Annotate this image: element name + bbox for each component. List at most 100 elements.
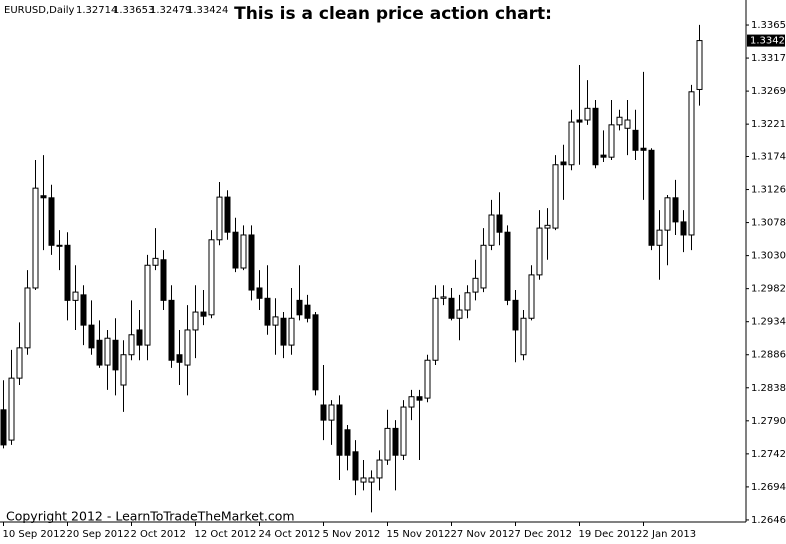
candle-body-down — [64, 244, 71, 301]
candle-body-down — [392, 427, 399, 456]
candle-body-up — [656, 229, 663, 246]
candle-body-up — [328, 404, 335, 421]
y-tick-label: 1.32690 — [751, 86, 786, 97]
candle-body-down — [592, 107, 599, 166]
candle-body-up — [520, 317, 527, 356]
candle-body-down — [160, 259, 167, 301]
candle-body-up — [696, 40, 703, 90]
candle-body-up — [384, 427, 391, 461]
header-close: 1.33424 — [187, 5, 228, 16]
candle-body-up — [24, 287, 31, 349]
candle-body-up — [424, 359, 431, 399]
candle-body-up — [624, 119, 631, 129]
candle-body-up — [688, 91, 695, 236]
y-tick-label: 1.28380 — [751, 383, 786, 394]
x-tick-label: 7 Dec 2012 — [515, 529, 573, 540]
candle-body-up — [408, 396, 415, 408]
candle-body-up — [104, 337, 111, 366]
y-tick-label: 1.33170 — [751, 53, 786, 64]
candle-body-down — [56, 244, 63, 247]
candle-body-down — [304, 304, 311, 319]
candle-body-down — [648, 149, 655, 246]
candle-body-up — [616, 116, 623, 126]
candle-body-up — [552, 164, 559, 229]
y-tick-label: 1.26460 — [751, 515, 786, 526]
candle-body-up — [464, 292, 471, 311]
candle-body-down — [48, 197, 55, 246]
y-tick-label: 1.31740 — [751, 151, 786, 162]
x-tick-label: 27 Nov 2012 — [451, 529, 515, 540]
candle-body-up — [288, 317, 295, 346]
candle-body-down — [264, 297, 271, 326]
candle-body-down — [312, 314, 319, 391]
candle-body-down — [176, 354, 183, 363]
current-price-box — [747, 34, 785, 47]
candle-body-up — [240, 234, 247, 269]
candle-body-up — [544, 224, 551, 229]
candle-body-down — [672, 197, 679, 223]
candle-body-down — [0, 409, 7, 446]
header-open: 1.32714 — [76, 5, 117, 16]
candle-body-down — [640, 147, 647, 151]
candle-body-down — [600, 154, 607, 158]
candle-body-up — [8, 377, 15, 441]
y-tick-label: 1.30300 — [751, 251, 786, 262]
x-tick-label: 19 Dec 2012 — [579, 529, 643, 540]
candle-body-up — [184, 329, 191, 366]
candle-body-down — [576, 119, 583, 123]
header-low: 1.32479 — [150, 5, 191, 16]
candle-body-up — [536, 227, 543, 276]
candle-body-down — [320, 404, 327, 421]
candle-body-down — [40, 195, 47, 199]
candle-body-up — [16, 347, 23, 379]
candle-body-up — [272, 316, 279, 326]
candle-body-up — [128, 334, 135, 356]
candle-body-up — [608, 124, 615, 158]
x-tick-label: 2 Oct 2012 — [131, 529, 186, 540]
candle-body-down — [96, 339, 103, 366]
copyright-annotation: Copyright 2012 - LearnToTradeTheMarket.c… — [6, 509, 295, 524]
candle-body-up — [192, 311, 199, 331]
candle-body-up — [480, 244, 487, 289]
candle-body-up — [568, 121, 575, 166]
y-tick-label: 1.30780 — [751, 218, 786, 229]
candle-body-down — [280, 317, 287, 346]
candle-body-up — [528, 274, 535, 319]
x-tick-label: 24 Oct 2012 — [259, 529, 321, 540]
y-tick-label: 1.31260 — [751, 185, 786, 196]
y-tick-label: 1.32210 — [751, 119, 786, 130]
candle-body-up — [488, 214, 495, 246]
candle-body-down — [168, 299, 175, 361]
candle-body-up — [472, 277, 479, 293]
candle-body-down — [232, 231, 239, 269]
candle-body-up — [368, 477, 375, 483]
x-tick-label: 20 Sep 2012 — [67, 529, 130, 540]
current-price-label: 1.33424 — [750, 36, 786, 47]
candle-body-down — [504, 231, 511, 301]
candle-body-down — [336, 404, 343, 456]
candle-body-down — [416, 396, 423, 401]
candle-body-down — [352, 451, 359, 481]
x-tick-label: 15 Nov 2012 — [387, 529, 451, 540]
candle-body-down — [680, 221, 687, 236]
candle-body-up — [456, 309, 463, 319]
candle-body-down — [256, 287, 263, 299]
candle-body-down — [88, 324, 95, 349]
candle-body-down — [112, 339, 119, 371]
candle-body-down — [632, 129, 639, 151]
candle-body-up — [432, 297, 439, 361]
candle-body-up — [400, 406, 407, 456]
candle-body-down — [560, 161, 567, 166]
header-high: 1.33653 — [113, 5, 154, 16]
candle-body-up — [72, 291, 79, 301]
candle-body-down — [496, 214, 503, 233]
x-tick-label: 2 Jan 2013 — [643, 529, 697, 540]
symbol-label: EURUSD,Daily — [4, 5, 75, 16]
candle-body-up — [208, 239, 215, 316]
candle-body-down — [512, 299, 519, 331]
candle-body-up — [440, 296, 447, 299]
candle-body-down — [248, 234, 255, 291]
candle-body-up — [32, 187, 39, 289]
